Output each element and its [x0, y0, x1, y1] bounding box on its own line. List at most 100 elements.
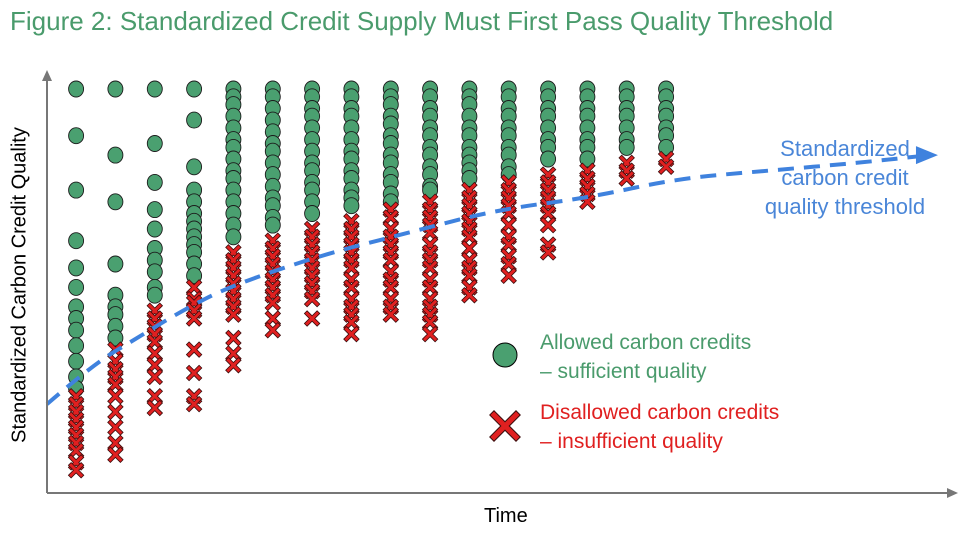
- disallowed-credit-point: [264, 321, 282, 339]
- disallowed-credit-point: [146, 356, 164, 374]
- disallowed-credit-point: [264, 294, 282, 312]
- threshold-label-line: Standardized: [780, 136, 910, 161]
- disallowed-credit-point: [618, 170, 635, 187]
- allowed-credit-point: [146, 220, 163, 238]
- legend-markers: [489, 342, 521, 442]
- disallowed-credit-point: [185, 310, 203, 327]
- threshold-label-line: quality threshold: [764, 194, 926, 219]
- allowed-credit-point: [186, 158, 203, 176]
- allowed-credit-point: [107, 329, 124, 347]
- allowed-credit-point: [579, 150, 596, 168]
- disallowed-credit-point: [185, 395, 203, 413]
- disallowed-credit-point: [500, 255, 517, 273]
- disallowed-credit-point: [225, 345, 242, 362]
- disallowed-credit-point: [382, 306, 400, 323]
- chart-title: Figure 2: Standardized Credit Supply Mus…: [10, 6, 834, 36]
- disallowed-credit-point: [500, 267, 517, 284]
- disallowed-credit-point: [382, 251, 400, 269]
- allowed-credit-point: [461, 170, 478, 187]
- threshold-label-line: carbon credit: [781, 165, 909, 190]
- allowed-credit-point: [107, 146, 124, 164]
- plot-marks: [67, 80, 675, 479]
- disallowed-credit-point: [421, 325, 439, 343]
- disallowed-credit-point: [67, 442, 85, 460]
- disallowed-credit-point: [343, 325, 360, 343]
- disallowed-credit-point: [146, 333, 164, 351]
- allowed-credit-point: [146, 263, 163, 281]
- allowed-credit-point: [146, 173, 163, 191]
- disallowed-credit-point: [539, 216, 557, 234]
- disallowed-credit-point: [185, 341, 203, 358]
- disallowed-credit-point: [67, 461, 85, 479]
- disallowed-credit-point: [461, 267, 478, 284]
- legend-allowed: Allowed carbon credits – sufficient qual…: [540, 328, 751, 386]
- disallowed-credit-point: [500, 216, 517, 234]
- disallowed-credit-point: [461, 240, 478, 257]
- allowed-credit-point: [658, 138, 675, 156]
- disallowed-credit-point: [539, 205, 557, 222]
- disallowed-credit-point: [107, 388, 124, 405]
- disallowed-credit-point: [421, 314, 439, 331]
- x-axis-arrowhead: [947, 488, 958, 498]
- disallowed-credit-point: [225, 356, 242, 374]
- allowed-credit-point: [304, 205, 321, 222]
- disallowed-credit-point: [107, 446, 124, 463]
- disallowed-credit-point: [303, 290, 321, 308]
- allowed-credit-point: [68, 352, 85, 370]
- disallowed-credit-point: [185, 364, 203, 382]
- allowed-credit-point: [540, 150, 557, 168]
- disallowed-credit-point: [461, 228, 478, 246]
- disallowed-credit-point: [225, 306, 242, 323]
- allowed-credit-point: [186, 267, 203, 285]
- allowed-credit-point: [68, 127, 85, 145]
- disallowed-credit-point: [146, 388, 164, 405]
- allowed-credit-point: [186, 111, 203, 129]
- disallowed-credit-point: [303, 310, 321, 327]
- disallowed-credit-point: [382, 209, 400, 226]
- allowed-credit-point: [422, 181, 439, 199]
- threshold-arrowhead: [915, 146, 938, 165]
- legend-allowed-line: Allowed carbon credits: [540, 331, 752, 354]
- disallowed-credit-point: [343, 314, 360, 331]
- disallowed-credit-point: [107, 434, 124, 452]
- disallowed-credit-point: [421, 279, 439, 296]
- threshold-curve: [45, 153, 931, 406]
- disallowed-credit-point: [264, 310, 282, 327]
- allowed-credit-point: [618, 138, 635, 156]
- y-axis-arrowhead: [42, 70, 52, 81]
- disallowed-credit-point: [225, 329, 242, 347]
- allowed-credit-point: [264, 216, 281, 234]
- disallowed-credit-point: [343, 279, 360, 296]
- disallowed-credit-point: [657, 158, 675, 176]
- disallowed-credit-point: [146, 345, 164, 362]
- legend-allowed-marker: [492, 342, 518, 368]
- allowed-credit-point: [68, 278, 85, 296]
- allowed-credit-point: [68, 259, 85, 277]
- allowed-credit-point: [146, 286, 163, 304]
- allowed-credit-point: [68, 181, 85, 199]
- disallowed-credit-point: [343, 259, 360, 277]
- y-axis-label: Standardized Carbon Credit Quality: [8, 127, 31, 443]
- allowed-credit-point: [146, 80, 163, 98]
- axes: [42, 70, 958, 498]
- disallowed-credit-point: [500, 236, 517, 253]
- disallowed-credit-point: [185, 279, 203, 296]
- allowed-credit-point: [68, 232, 85, 250]
- disallowed-credit-point: [421, 259, 439, 277]
- disallowed-credit-point: [107, 376, 124, 393]
- x-axis-label: Time: [484, 505, 528, 527]
- allowed-credit-point: [107, 193, 124, 211]
- disallowed-credit-point: [461, 286, 478, 304]
- legend-disallowed-line: Disallowed carbon credits: [540, 401, 780, 424]
- disallowed-credit-point: [146, 399, 164, 417]
- allowed-credit-point: [343, 197, 360, 215]
- legend-disallowed-line: – insufficient quality: [540, 430, 723, 453]
- allowed-credit-point: [146, 135, 163, 152]
- disallowed-credit-point: [382, 279, 400, 296]
- disallowed-credit-point: [107, 403, 124, 421]
- threshold-label: Standardized carbon credit quality thres…: [745, 134, 945, 221]
- allowed-credit-point: [107, 80, 124, 98]
- allowed-credit-point: [186, 80, 203, 98]
- allowed-credit-point: [107, 255, 124, 273]
- legend-disallowed: Disallowed carbon credits – insufficient…: [540, 398, 779, 456]
